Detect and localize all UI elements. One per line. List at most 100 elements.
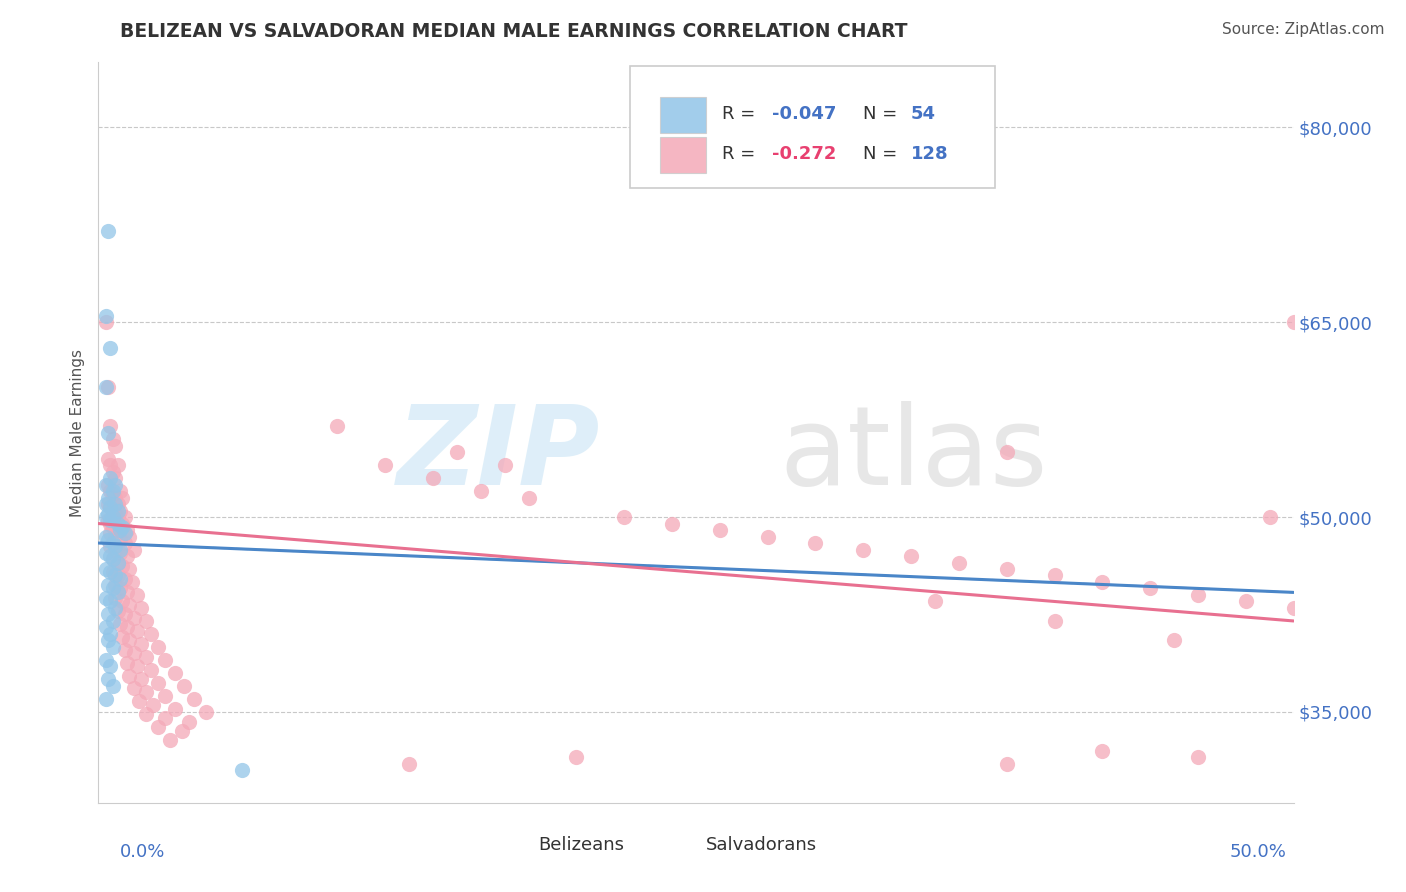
Point (107, 510, 129, 524)
Point (94, 591, 117, 605)
Point (98, 500, 122, 514)
Text: 50.0%: 50.0% (1230, 843, 1286, 861)
Point (104, 497, 127, 511)
Point (101, 640, 124, 654)
Point (125, 588, 148, 602)
Point (709, 523, 731, 537)
Point (98, 539, 122, 553)
Point (565, 750, 588, 764)
Point (118, 562, 141, 576)
Point (115, 620, 138, 634)
Point (173, 679, 195, 693)
Point (108, 523, 131, 537)
Text: 0.0%: 0.0% (120, 843, 165, 861)
Point (97, 607, 120, 622)
Point (107, 503, 129, 517)
Point (94, 380, 117, 394)
FancyBboxPatch shape (630, 66, 995, 188)
Point (131, 673, 153, 687)
Point (148, 640, 170, 654)
Point (94, 653, 117, 667)
Point (94, 497, 117, 511)
Point (1091, 574, 1114, 589)
Text: N =: N = (863, 145, 903, 163)
Point (1258, 510, 1281, 524)
Point (114, 525, 136, 540)
Point (97, 513, 120, 527)
Y-axis label: Median Male Earnings: Median Male Earnings (70, 349, 86, 516)
Point (97, 491, 120, 505)
Point (97, 451, 120, 466)
Point (1282, 601, 1305, 615)
Point (98, 500, 122, 514)
Point (98, 627, 122, 641)
Point (494, 458, 516, 472)
Point (97, 533, 120, 548)
Point (128, 694, 150, 708)
Point (142, 698, 165, 713)
Point (111, 559, 134, 574)
Point (101, 565, 124, 579)
Point (422, 471, 444, 485)
Point (101, 536, 124, 550)
Point (101, 510, 124, 524)
FancyBboxPatch shape (661, 137, 706, 172)
Point (101, 679, 124, 693)
Point (108, 616, 131, 631)
Point (804, 536, 827, 550)
Point (101, 486, 124, 500)
Point (231, 764, 253, 778)
Point (94, 477, 117, 491)
Point (98, 594, 122, 608)
Text: Source: ZipAtlas.com: Source: ZipAtlas.com (1222, 22, 1385, 37)
Point (104, 591, 127, 605)
Point (114, 510, 136, 524)
Point (111, 630, 134, 644)
Point (115, 585, 138, 599)
Point (97, 224, 120, 238)
Point (104, 439, 127, 453)
Point (104, 568, 127, 582)
Point (374, 458, 396, 472)
Text: R =: R = (723, 105, 761, 123)
Point (98, 419, 122, 434)
Text: Salvadorans: Salvadorans (706, 836, 817, 854)
Point (94, 562, 117, 576)
Point (179, 715, 201, 730)
Point (661, 516, 683, 531)
Point (111, 594, 134, 608)
Text: Belizeans: Belizeans (538, 836, 624, 854)
Point (163, 702, 186, 716)
Point (108, 546, 131, 560)
Point (124, 681, 146, 696)
Point (852, 542, 875, 557)
Point (101, 432, 124, 446)
Point (135, 614, 157, 628)
Point (124, 647, 146, 661)
Text: 128: 128 (911, 145, 949, 163)
Point (995, 756, 1018, 771)
Point (118, 599, 141, 613)
Point (995, 562, 1018, 576)
Point (613, 510, 636, 524)
Point (97, 633, 120, 648)
Point (1187, 588, 1209, 602)
Point (148, 676, 170, 690)
Text: atlas: atlas (779, 401, 1047, 508)
Point (118, 668, 141, 682)
Point (98, 458, 122, 472)
Point (101, 551, 124, 566)
Point (101, 465, 124, 479)
Point (1282, 315, 1305, 329)
Point (108, 582, 131, 596)
Point (124, 542, 146, 557)
Point (124, 611, 146, 625)
Point (159, 733, 181, 747)
Text: -0.047: -0.047 (772, 105, 837, 123)
Point (107, 497, 129, 511)
Point (118, 633, 141, 648)
Point (101, 614, 124, 628)
Point (118, 529, 141, 543)
Point (94, 315, 117, 329)
Point (107, 556, 129, 570)
